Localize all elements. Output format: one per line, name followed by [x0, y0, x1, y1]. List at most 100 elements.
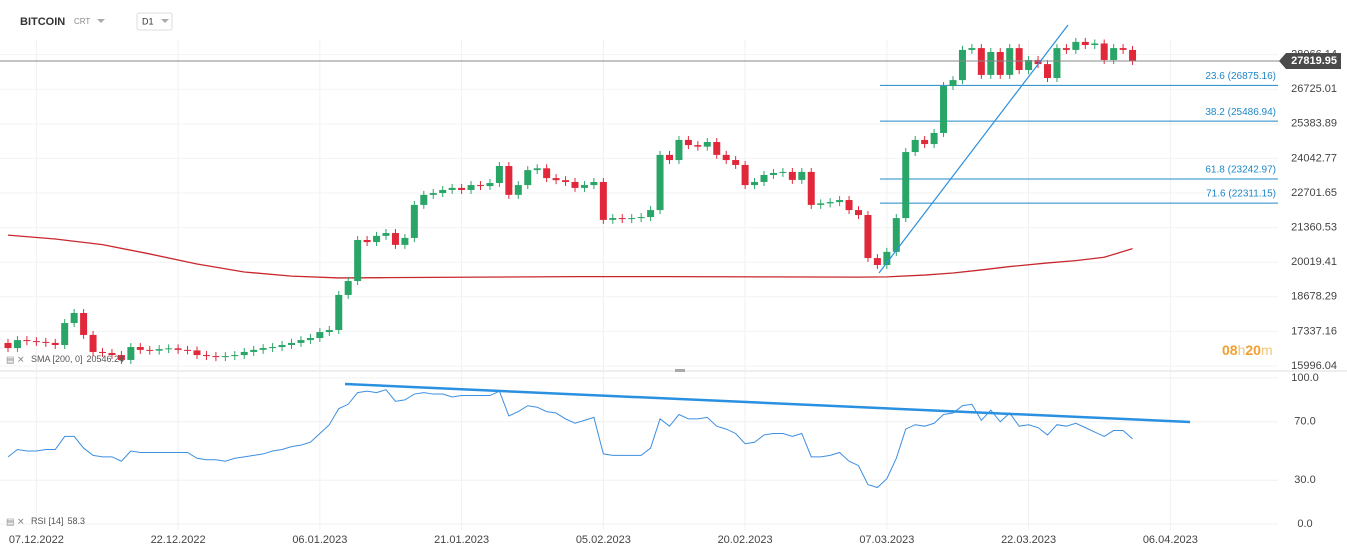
- y-tick-label: 25383.89: [1291, 118, 1337, 130]
- timer-h: h: [1238, 342, 1246, 358]
- timeframe[interactable]: D1: [142, 16, 154, 26]
- candle: [1062, 48, 1070, 50]
- candle: [155, 349, 163, 351]
- candle: [184, 349, 192, 351]
- candle: [845, 200, 853, 211]
- candle: [316, 332, 324, 339]
- legend-name: RSI [14]: [31, 516, 64, 526]
- plot: 07.12.2022 22.12.2022 06.01.2023 21.01.2023…: [0, 37, 1341, 546]
- timer-hours: 08: [1222, 342, 1238, 358]
- y-tick-label: 18678.29: [1291, 291, 1337, 303]
- candle: [855, 210, 862, 215]
- current-price: 27819.95: [1291, 55, 1337, 67]
- rsi-line: [7, 389, 1133, 489]
- candle: [212, 356, 220, 358]
- legend-value: 20546.24: [87, 354, 125, 364]
- candle: [495, 165, 503, 184]
- candle: [713, 141, 721, 155]
- y-tick-label: 17337.16: [1291, 325, 1337, 337]
- candle: [552, 178, 560, 181]
- timer-minutes: 20: [1245, 342, 1261, 358]
- candle: [675, 139, 683, 161]
- candle: [741, 164, 749, 186]
- candle: [306, 338, 314, 341]
- candle: [23, 340, 31, 342]
- candle: [883, 251, 891, 266]
- candle: [1006, 48, 1014, 75]
- panel-handle[interactable]: [675, 369, 685, 372]
- x-tick-label: 22.03.2023: [1001, 534, 1056, 546]
- candle: [514, 185, 522, 195]
- candle: [722, 154, 730, 161]
- symbol[interactable]: BITCOIN: [20, 16, 65, 28]
- y-tick-label: 100.0: [1291, 372, 1319, 384]
- candle: [32, 341, 40, 343]
- candle: [1100, 43, 1108, 60]
- candle: [89, 334, 97, 352]
- candle: [1015, 48, 1023, 71]
- x-tick-label: 07.12.2022: [9, 534, 64, 546]
- candle: [42, 341, 50, 343]
- countdown-timer: 08h20m: [1222, 342, 1273, 358]
- timer-m: m: [1261, 342, 1273, 358]
- candle: [61, 323, 69, 345]
- rsi-trend-line: [344, 382, 1191, 424]
- rsi-legend-text: RSI [14] 58.3: [31, 516, 85, 526]
- candle: [477, 185, 484, 187]
- candle: [127, 347, 135, 360]
- candle: [259, 348, 267, 350]
- candle: [647, 210, 655, 218]
- candle: [760, 175, 768, 182]
- candle: [940, 86, 948, 133]
- candle: [221, 356, 229, 358]
- candle: [382, 233, 390, 236]
- candle: [505, 165, 513, 195]
- y-tick-label: 22701.65: [1291, 187, 1337, 199]
- candle: [250, 349, 258, 352]
- candle: [458, 187, 466, 190]
- candle: [4, 342, 12, 349]
- candle: [996, 51, 1004, 75]
- x-tick-label: 05.02.2023: [576, 534, 631, 546]
- fib-label: 61.8 (23242.97): [1205, 165, 1276, 176]
- candle: [231, 355, 239, 357]
- sma-line: [7, 234, 1133, 279]
- candle: [344, 281, 352, 295]
- dropdown-arrow[interactable]: [97, 19, 105, 23]
- x-tick-label: 07.03.2023: [859, 534, 914, 546]
- candle: [656, 154, 664, 211]
- candle: [599, 181, 607, 220]
- candle: [202, 355, 210, 357]
- candle: [590, 181, 598, 186]
- legend-icon[interactable]: ▤ ✕: [6, 354, 25, 364]
- candle: [146, 349, 154, 351]
- candle: [1119, 48, 1127, 50]
- timeframe-select[interactable]: [136, 12, 173, 31]
- x-tick-label: 20.02.2023: [718, 534, 773, 546]
- dropdown-arrow[interactable]: [161, 19, 169, 23]
- candle: [921, 139, 929, 145]
- fib-label: 23.6 (26875.16): [1205, 71, 1276, 82]
- instrument-type[interactable]: CRT: [74, 17, 90, 26]
- candle: [968, 48, 976, 50]
- candle: [99, 351, 106, 353]
- candle: [1034, 59, 1042, 65]
- x-tick-label: 06.04.2023: [1143, 534, 1198, 546]
- candle: [694, 145, 702, 147]
- y-tick-label: 21360.53: [1291, 222, 1337, 234]
- candle: [174, 348, 182, 350]
- candle: [987, 51, 995, 75]
- candle: [373, 235, 381, 243]
- y-tick-label: 24042.77: [1291, 152, 1337, 164]
- candle: [325, 330, 333, 333]
- candle: [401, 237, 409, 245]
- x-tick-label: 21.01.2023: [434, 534, 489, 546]
- candle: [864, 214, 872, 259]
- sma-legend-text: SMA [200, 0] 20546.24: [31, 354, 124, 364]
- legend-value: 58.3: [68, 516, 86, 526]
- candle: [1091, 43, 1099, 46]
- candle: [297, 340, 305, 343]
- legend-icon[interactable]: ▤ ✕: [6, 516, 25, 526]
- candle: [788, 171, 796, 180]
